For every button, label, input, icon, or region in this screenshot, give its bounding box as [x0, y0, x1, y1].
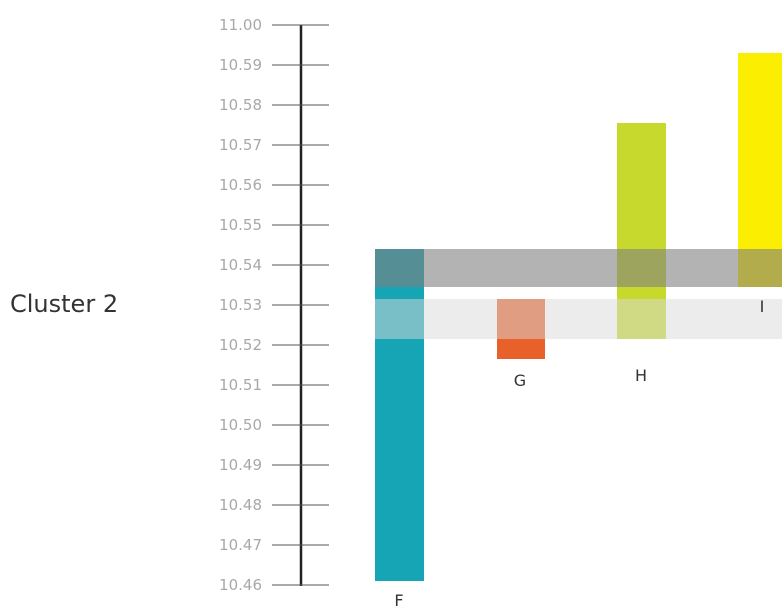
y-tick-label: 10.49	[219, 456, 262, 474]
y-tick-label: 10.47	[219, 536, 262, 554]
bar-i	[738, 53, 782, 287]
y-tick-label: 10.58	[219, 96, 262, 114]
category-label-i: I	[760, 297, 765, 316]
y-tick-label: 10.53	[219, 296, 262, 314]
y-tick-label: 10.56	[219, 176, 262, 194]
range-band	[375, 299, 782, 339]
y-tick-label: 10.52	[219, 336, 262, 354]
y-tick-label: 10.50	[219, 416, 262, 434]
y-tick-label: 10.46	[219, 576, 262, 594]
bands-group	[375, 249, 782, 339]
y-tick-label: 10.59	[219, 56, 262, 74]
cluster-label: Cluster 2	[10, 290, 118, 318]
y-tick-label: 10.55	[219, 216, 262, 234]
y-tick-label: 10.51	[219, 376, 262, 394]
category-label-f: F	[394, 591, 403, 606]
category-label-h: H	[635, 366, 647, 385]
y-tick-label: 11.00	[219, 16, 262, 34]
category-labels: F G H I	[394, 297, 764, 606]
bar-f	[375, 249, 424, 581]
y-tick-label: 10.54	[219, 256, 262, 274]
category-label-g: G	[514, 371, 526, 390]
y-tick-label: 10.48	[219, 496, 262, 514]
y-tick-label: 10.57	[219, 136, 262, 154]
y-axis-ticks: 11.00 10.59 10.58 10.57 10.56 10.55 10.54 10.53…	[219, 16, 329, 594]
range-band	[375, 249, 782, 287]
